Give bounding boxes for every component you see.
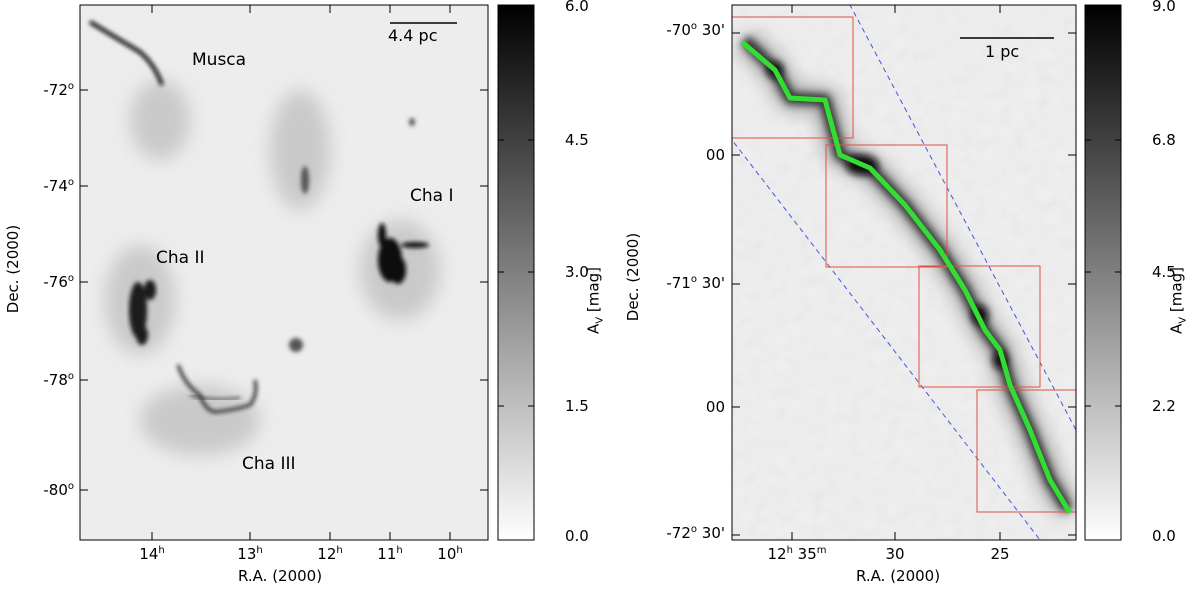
left-cbtick-2: 3.0	[565, 263, 589, 281]
left-scalebar-label: 4.4 pc	[388, 26, 438, 45]
right-cbtick-1: 6.8	[1152, 131, 1176, 149]
left-axis-ticks	[80, 5, 488, 540]
right-xtick-1: 30	[885, 545, 905, 563]
right-xtick-0: 12h 35m	[767, 545, 827, 563]
left-cbtick-4: 0.0	[565, 527, 589, 545]
right-cbtick-4: 0.0	[1152, 527, 1176, 545]
left-ytick-1: -74o	[43, 177, 74, 195]
label-cha-iii: Cha III	[242, 454, 296, 474]
right-cbtick-2: 4.5	[1152, 263, 1176, 281]
left-ytick-3: -78o	[43, 371, 74, 389]
label-cha-i: Cha I	[410, 186, 454, 206]
right-scalebar-label: 1 pc	[985, 42, 1020, 61]
left-ytick-2: -76o	[43, 273, 74, 291]
left-plot-frame	[79, 4, 489, 541]
left-xtick-4: 10h	[437, 545, 463, 563]
right-cbtick-0: 9.0	[1152, 0, 1176, 15]
segment-box-2	[825, 144, 948, 268]
left-xtick-3: 11h	[377, 545, 403, 563]
left-cbtick-0: 6.0	[565, 0, 589, 15]
right-xtick-2: 25	[990, 545, 1010, 563]
right-ytick-0: -70o 30'	[666, 21, 725, 39]
left-ytick-0: -72o	[43, 81, 74, 99]
right-ytick-3: 00	[705, 398, 725, 416]
left-xtick-1: 13h	[237, 545, 263, 563]
label-musca: Musca	[192, 50, 247, 70]
left-extinction-map	[80, 5, 488, 540]
left-ytick-4: -80o	[43, 481, 74, 499]
right-axis-ticks	[732, 5, 1076, 540]
filament-segment-boxes	[731, 16, 1077, 513]
left-cbtick-1: 4.5	[565, 131, 589, 149]
left-xtick-2: 12h	[317, 545, 343, 563]
right-ytick-2: -71o 30'	[666, 274, 725, 292]
right-plot-frame	[731, 4, 1077, 541]
left-colorbar-label: AV [mag]	[584, 267, 606, 334]
left-cbtick-3: 1.5	[565, 397, 589, 415]
segment-box-3	[918, 265, 1041, 388]
left-xtick-0: 14h	[139, 545, 165, 563]
right-x-axis-label: R.A. (2000)	[856, 567, 941, 585]
right-colorbar-label: AV [mag]	[1167, 267, 1189, 334]
right-y-axis-label: Dec. (2000)	[624, 232, 642, 322]
left-x-axis-label: R.A. (2000)	[238, 567, 323, 585]
label-cha-ii: Cha II	[156, 248, 205, 268]
filament-spine	[740, 40, 1073, 515]
right-cbtick-3: 2.2	[1152, 397, 1176, 415]
right-ytick-4: -72o 30'	[666, 524, 725, 542]
left-y-axis-label: Dec. (2000)	[4, 224, 22, 314]
right-ytick-1: 00	[705, 146, 725, 164]
